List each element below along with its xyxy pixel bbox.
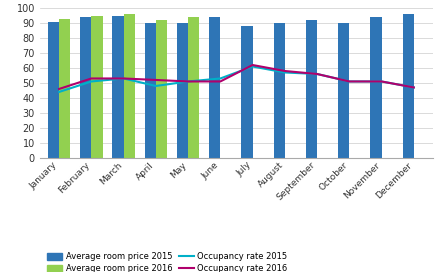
Bar bbox=[80, 17, 91, 158]
Bar bbox=[145, 23, 156, 158]
Legend: Average room price 2015, Average room price 2016, Occupancy rate 2015, Occupancy: Average room price 2015, Average room pr… bbox=[44, 249, 291, 272]
Bar bbox=[370, 17, 381, 158]
Bar bbox=[124, 14, 135, 158]
Bar bbox=[48, 22, 59, 158]
Bar bbox=[306, 20, 317, 158]
Bar bbox=[403, 14, 414, 158]
Bar bbox=[112, 16, 124, 158]
Bar bbox=[59, 19, 70, 158]
Bar bbox=[338, 23, 349, 158]
Bar bbox=[209, 17, 221, 158]
Bar bbox=[274, 23, 285, 158]
Bar bbox=[241, 26, 252, 158]
Bar bbox=[177, 23, 188, 158]
Bar bbox=[156, 20, 167, 158]
Bar bbox=[91, 16, 103, 158]
Bar bbox=[188, 17, 199, 158]
